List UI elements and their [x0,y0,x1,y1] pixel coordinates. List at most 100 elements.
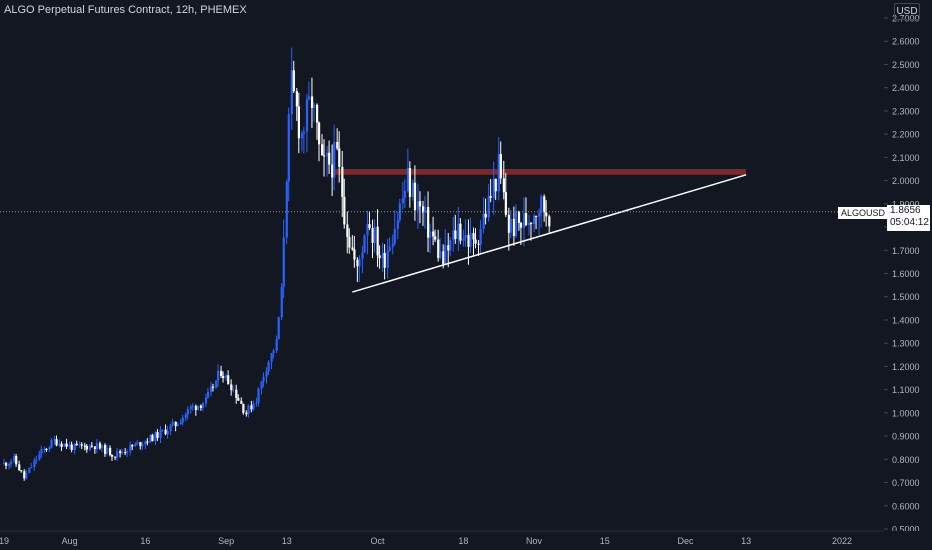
candle-body[interactable] [444,245,447,265]
candle-body[interactable] [328,152,331,165]
candle-body[interactable] [83,445,86,447]
candle-body[interactable] [126,451,129,453]
candle-body[interactable] [174,421,177,427]
candle-body[interactable] [363,235,366,253]
candle-body[interactable] [129,445,132,452]
candle-body[interactable] [100,445,104,449]
candle-body[interactable] [381,252,384,259]
candle-body[interactable] [376,226,379,256]
candle-body[interactable] [348,237,351,248]
candle-body[interactable] [191,405,194,407]
candle-body[interactable] [149,434,152,443]
candle-body[interactable] [287,114,290,182]
candle-body[interactable] [351,247,354,250]
candle-body[interactable] [333,142,336,178]
candle-body[interactable] [383,252,386,268]
candle-body[interactable] [492,178,495,198]
candle-body[interactable] [396,220,399,229]
candle-body[interactable] [509,218,513,233]
candle-body[interactable] [196,405,200,411]
candle-body[interactable] [189,406,192,409]
candle-body[interactable] [151,434,154,442]
candle-body[interactable] [449,240,452,251]
candle-body[interactable] [114,456,117,458]
candle-body[interactable] [343,196,346,225]
candle-body[interactable] [65,443,68,447]
candle-body[interactable] [507,214,511,233]
candle-body[interactable] [159,429,162,438]
candle-body[interactable] [356,259,359,267]
candle-body[interactable] [408,168,412,197]
candle-body[interactable] [418,201,422,207]
currency-button[interactable]: USD [894,3,920,20]
candle-body[interactable] [472,232,475,240]
candle-body[interactable] [297,106,300,139]
candle-body[interactable] [358,258,361,267]
candle-body[interactable] [134,443,137,447]
candle-body[interactable] [154,432,157,442]
candle-body[interactable] [171,421,174,426]
candle-body[interactable] [292,70,295,92]
candle-body[interactable] [346,224,349,238]
candle-body[interactable] [50,439,53,448]
candle-body[interactable] [85,445,88,450]
candle-body[interactable] [524,213,528,226]
candle-body[interactable] [378,255,381,259]
candle-body[interactable] [457,223,460,239]
candle-body[interactable] [442,251,445,265]
candle-body[interactable] [169,425,172,432]
candle-body[interactable] [90,445,94,447]
candle-body[interactable] [267,362,270,372]
candle-body[interactable] [467,234,470,247]
candle-body[interactable] [371,228,374,243]
candle-body[interactable] [103,445,107,454]
candle-body[interactable] [73,443,76,451]
candle-body[interactable] [305,99,309,132]
candle-body[interactable] [33,460,36,467]
candle-body[interactable] [93,446,97,450]
candle-body[interactable] [368,224,371,229]
candle-body[interactable] [164,429,167,435]
candle-body[interactable] [179,422,182,425]
candle-body[interactable] [494,178,497,192]
price-axis[interactable]: 2.7000 2.6000 2.5000 2.4000 2.3000 2.2000 2.10… [884,0,932,550]
candle-body[interactable] [80,444,83,446]
candle-body[interactable] [209,386,213,392]
candle-body[interactable] [464,234,467,239]
candle-body[interactable] [265,371,268,378]
candle-body[interactable] [13,455,16,462]
candle-body[interactable] [336,142,339,149]
candle-body[interactable] [105,447,109,454]
candle-body[interactable] [255,402,258,404]
candle-body[interactable] [307,96,311,100]
candle-body[interactable] [119,451,122,454]
candle-body[interactable] [545,212,548,217]
candle-body[interactable] [528,222,531,226]
candle-body[interactable] [141,444,144,447]
candle-body[interactable] [60,443,63,447]
candle-body[interactable] [321,144,324,156]
candle-body[interactable] [139,442,142,447]
candle-body[interactable] [504,192,507,215]
candle-body[interactable] [275,339,278,351]
candle-body[interactable] [250,405,253,410]
candle-body[interactable] [459,223,462,241]
candle-body[interactable] [393,228,396,244]
candle-body[interactable] [232,389,235,391]
candle-body[interactable] [474,239,477,244]
candle-body[interactable] [366,224,369,236]
candle-body[interactable] [406,168,410,191]
candle-body[interactable] [10,461,13,464]
candle-body[interactable] [8,463,11,466]
candle-body[interactable] [439,251,442,259]
candle-body[interactable] [124,452,127,454]
candle-body[interactable] [247,405,250,415]
candle-body[interactable] [260,381,263,389]
candle-body[interactable] [391,243,394,247]
candle-body[interactable] [422,206,425,213]
candle-body[interactable] [5,462,8,466]
candle-body[interactable] [63,443,66,447]
candle-body[interactable] [454,230,457,239]
candle-body[interactable] [282,237,285,287]
